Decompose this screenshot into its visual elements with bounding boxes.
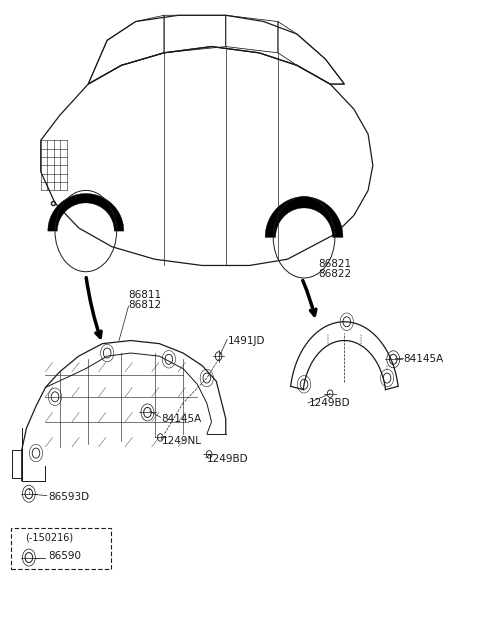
Text: 86811: 86811 [129,290,162,300]
Polygon shape [48,194,124,231]
Text: 84145A: 84145A [162,414,202,423]
Text: 86593D: 86593D [48,492,89,502]
Text: 1249BD: 1249BD [207,454,249,464]
Text: 1249NL: 1249NL [162,435,202,445]
Text: 86590: 86590 [48,551,81,562]
Text: 84145A: 84145A [404,354,444,364]
Text: 1249BD: 1249BD [309,398,350,408]
Text: 86822: 86822 [318,269,351,280]
Text: 86812: 86812 [129,300,162,310]
Text: (-150216): (-150216) [25,533,73,543]
Text: 1491JD: 1491JD [228,336,265,346]
Circle shape [216,351,222,360]
Polygon shape [265,197,343,237]
Text: 86821: 86821 [318,259,351,269]
